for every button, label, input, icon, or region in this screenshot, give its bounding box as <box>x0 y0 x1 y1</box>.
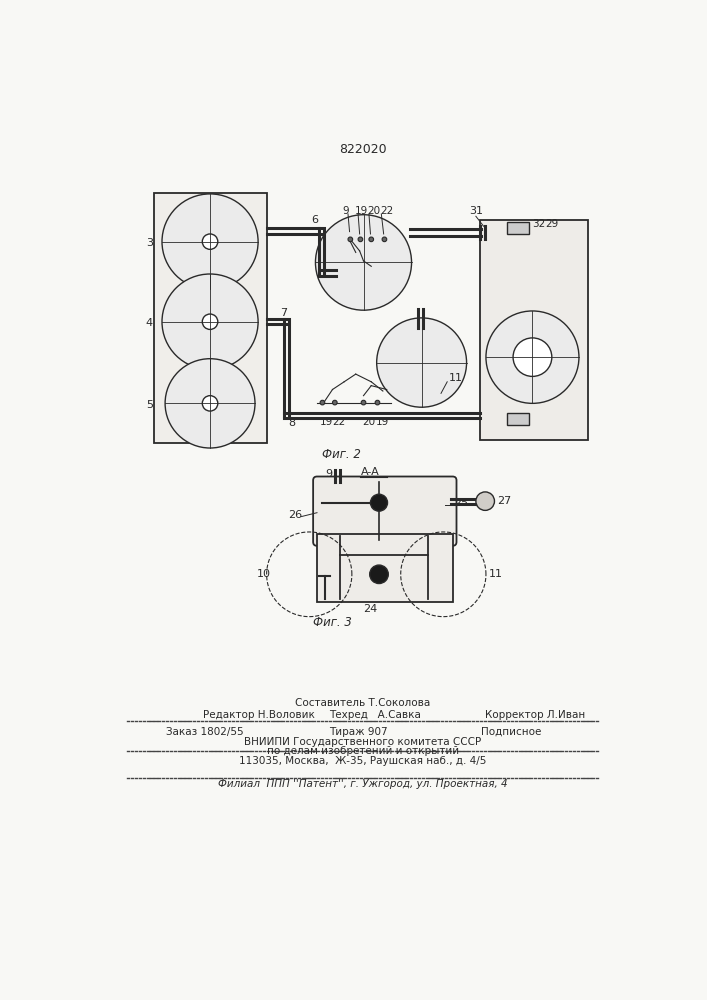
FancyBboxPatch shape <box>313 477 457 546</box>
Circle shape <box>320 400 325 405</box>
Text: 19: 19 <box>355 206 368 216</box>
Text: 20: 20 <box>368 206 380 216</box>
Circle shape <box>358 237 363 242</box>
Text: Тираж 907: Тираж 907 <box>329 727 387 737</box>
Text: 25: 25 <box>454 498 468 508</box>
Text: 22: 22 <box>332 417 346 427</box>
Text: 22: 22 <box>380 206 393 216</box>
Text: Заказ 1802/55: Заказ 1802/55 <box>166 727 243 737</box>
Circle shape <box>377 318 467 407</box>
Text: 19: 19 <box>376 417 389 427</box>
Circle shape <box>348 237 353 242</box>
Text: 4: 4 <box>146 318 153 328</box>
Circle shape <box>382 237 387 242</box>
Circle shape <box>202 396 218 411</box>
Text: Филиал  ППП ''Патент'', г. Ужгород, ул. Проектная, 4: Филиал ППП ''Патент'', г. Ужгород, ул. П… <box>218 779 508 789</box>
Text: Подписное: Подписное <box>481 727 541 737</box>
Text: 3: 3 <box>146 238 153 248</box>
Text: A-A: A-A <box>361 467 380 477</box>
Text: 11: 11 <box>489 569 503 579</box>
Bar <box>317 534 452 602</box>
Text: 9: 9 <box>325 469 332 479</box>
Circle shape <box>369 237 373 242</box>
Text: 7: 7 <box>281 308 288 318</box>
Text: 27: 27 <box>498 496 512 506</box>
Text: 24: 24 <box>363 604 378 614</box>
Circle shape <box>486 311 579 403</box>
Circle shape <box>162 274 258 369</box>
Text: 31: 31 <box>469 206 484 216</box>
Circle shape <box>375 400 380 405</box>
Text: 20: 20 <box>362 417 375 427</box>
Circle shape <box>513 338 552 376</box>
Text: 29: 29 <box>546 219 559 229</box>
Bar <box>154 193 267 443</box>
Text: Редактор Н.Воловик: Редактор Н.Воловик <box>203 710 315 720</box>
Text: 5: 5 <box>146 400 153 410</box>
Text: 8: 8 <box>288 418 296 428</box>
Text: Фиг. 2: Фиг. 2 <box>322 448 361 461</box>
Text: по делам изобретений и открытий: по делам изобретений и открытий <box>267 746 459 756</box>
Text: 113035, Москва,  Ж-35, Раушская наб., д. 4/5: 113035, Москва, Ж-35, Раушская наб., д. … <box>239 756 486 766</box>
Text: 822020: 822020 <box>339 143 387 156</box>
Bar <box>480 220 588 440</box>
Circle shape <box>332 400 337 405</box>
Circle shape <box>370 494 387 511</box>
Circle shape <box>315 215 411 310</box>
Circle shape <box>370 565 388 584</box>
Text: 6: 6 <box>311 215 318 225</box>
Text: ВНИИПИ Государственного комитета СССР: ВНИИПИ Государственного комитета СССР <box>244 737 481 747</box>
Text: Составитель Т.Соколова: Составитель Т.Соколова <box>295 698 431 708</box>
Circle shape <box>162 194 258 289</box>
Text: 32: 32 <box>532 219 545 229</box>
Text: 11: 11 <box>449 373 463 383</box>
Circle shape <box>202 234 218 249</box>
Bar <box>507 222 529 234</box>
Text: 10: 10 <box>257 569 271 579</box>
Circle shape <box>361 400 366 405</box>
Text: 26: 26 <box>288 510 303 520</box>
Text: Корректор Л.Иван: Корректор Л.Иван <box>485 710 585 720</box>
Circle shape <box>476 492 494 510</box>
Circle shape <box>202 314 218 329</box>
Text: 9: 9 <box>343 206 349 216</box>
Circle shape <box>165 359 255 448</box>
Bar <box>507 413 529 425</box>
Text: Техред   А.Савка: Техред А.Савка <box>329 710 421 720</box>
Text: Фиг. 3: Фиг. 3 <box>313 616 352 629</box>
Text: 19: 19 <box>320 417 333 427</box>
